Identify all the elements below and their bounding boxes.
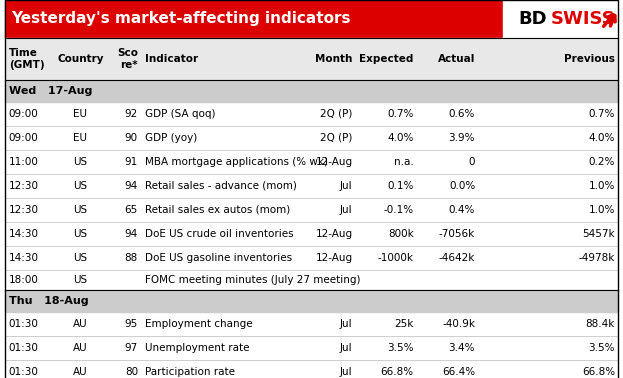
- Text: Unemployment rate: Unemployment rate: [145, 343, 249, 353]
- Text: Jul: Jul: [340, 319, 353, 329]
- Text: 0.7%: 0.7%: [388, 109, 414, 119]
- Text: 2Q (P): 2Q (P): [320, 133, 353, 143]
- Text: AU: AU: [73, 367, 88, 377]
- Text: US: US: [74, 275, 87, 285]
- Text: 2Q (P): 2Q (P): [320, 109, 353, 119]
- Text: MBA mortgage applications (% wk): MBA mortgage applications (% wk): [145, 157, 328, 167]
- Text: 09:00: 09:00: [9, 133, 39, 143]
- Text: 92: 92: [125, 109, 138, 119]
- Text: 12-Aug: 12-Aug: [315, 253, 353, 263]
- Text: 4.0%: 4.0%: [589, 133, 615, 143]
- Text: Sco
re*: Sco re*: [117, 48, 138, 70]
- Text: 66.4%: 66.4%: [442, 367, 475, 377]
- Text: FOMC meeting minutes (July 27 meeting): FOMC meeting minutes (July 27 meeting): [145, 275, 360, 285]
- Text: BD: BD: [518, 10, 547, 28]
- Text: 0.6%: 0.6%: [449, 109, 475, 119]
- Text: US: US: [74, 253, 87, 263]
- Text: 5457k: 5457k: [583, 229, 615, 239]
- Text: Expected: Expected: [359, 54, 414, 64]
- Text: 25k: 25k: [394, 319, 414, 329]
- Text: 90: 90: [125, 133, 138, 143]
- Text: 1.0%: 1.0%: [589, 181, 615, 191]
- Text: 01:30: 01:30: [9, 343, 39, 353]
- Text: 66.8%: 66.8%: [381, 367, 414, 377]
- Text: 12-Aug: 12-Aug: [315, 157, 353, 167]
- Text: Month: Month: [315, 54, 353, 64]
- Text: 01:30: 01:30: [9, 319, 39, 329]
- Text: Indicator: Indicator: [145, 54, 198, 64]
- Text: 0.0%: 0.0%: [449, 181, 475, 191]
- Text: Jul: Jul: [340, 367, 353, 377]
- Text: 0: 0: [468, 157, 475, 167]
- Bar: [5, 80, 618, 102]
- Text: 94: 94: [125, 229, 138, 239]
- Text: -7056k: -7056k: [439, 229, 475, 239]
- Text: -0.1%: -0.1%: [384, 205, 414, 215]
- Text: 12:30: 12:30: [9, 205, 39, 215]
- Text: US: US: [74, 229, 87, 239]
- Text: EU: EU: [74, 109, 87, 119]
- Text: 65: 65: [125, 205, 138, 215]
- Text: 18:00: 18:00: [9, 275, 39, 285]
- Text: Retail sales - advance (mom): Retail sales - advance (mom): [145, 181, 297, 191]
- Text: 0.2%: 0.2%: [589, 157, 615, 167]
- Text: 91: 91: [125, 157, 138, 167]
- Text: 88: 88: [125, 253, 138, 263]
- Text: -1000k: -1000k: [378, 253, 414, 263]
- Text: n.a.: n.a.: [394, 157, 414, 167]
- Text: US: US: [74, 205, 87, 215]
- Text: 12:30: 12:30: [9, 181, 39, 191]
- Text: AU: AU: [73, 319, 88, 329]
- Text: Employment change: Employment change: [145, 319, 252, 329]
- Text: 0.7%: 0.7%: [589, 109, 615, 119]
- Text: 14:30: 14:30: [9, 253, 39, 263]
- Text: GDP (yoy): GDP (yoy): [145, 133, 197, 143]
- Text: 1.0%: 1.0%: [589, 205, 615, 215]
- Text: -4642k: -4642k: [439, 253, 475, 263]
- Text: Time
(GMT): Time (GMT): [9, 48, 44, 70]
- Text: SWISS: SWISS: [551, 10, 616, 28]
- Text: Jul: Jul: [340, 205, 353, 215]
- Text: Previous: Previous: [564, 54, 615, 64]
- Text: EU: EU: [74, 133, 87, 143]
- Text: Country: Country: [57, 54, 103, 64]
- Text: 0.4%: 0.4%: [449, 205, 475, 215]
- Text: Thu   18-Aug: Thu 18-Aug: [9, 296, 88, 306]
- Text: US: US: [74, 157, 87, 167]
- Text: 97: 97: [125, 343, 138, 353]
- Text: Participation rate: Participation rate: [145, 367, 235, 377]
- Text: DoE US gasoline inventories: DoE US gasoline inventories: [145, 253, 292, 263]
- Text: DoE US crude oil inventories: DoE US crude oil inventories: [145, 229, 293, 239]
- Text: 0.1%: 0.1%: [388, 181, 414, 191]
- Text: Jul: Jul: [340, 181, 353, 191]
- Text: 3.5%: 3.5%: [388, 343, 414, 353]
- Text: 09:00: 09:00: [9, 109, 39, 119]
- Text: 95: 95: [125, 319, 138, 329]
- Text: Yesterday's market-affecting indicators: Yesterday's market-affecting indicators: [11, 11, 351, 26]
- Text: Jul: Jul: [340, 343, 353, 353]
- Text: 88.4k: 88.4k: [586, 319, 615, 329]
- Text: 3.9%: 3.9%: [449, 133, 475, 143]
- Text: 01:30: 01:30: [9, 367, 39, 377]
- Text: -4978k: -4978k: [579, 253, 615, 263]
- Text: 80: 80: [125, 367, 138, 377]
- Text: Actual: Actual: [438, 54, 475, 64]
- Text: 94: 94: [125, 181, 138, 191]
- Text: 3.4%: 3.4%: [449, 343, 475, 353]
- Text: 800k: 800k: [388, 229, 414, 239]
- Text: 66.8%: 66.8%: [582, 367, 615, 377]
- Text: Retail sales ex autos (mom): Retail sales ex autos (mom): [145, 205, 290, 215]
- Text: 11:00: 11:00: [9, 157, 39, 167]
- Text: 3.5%: 3.5%: [588, 343, 615, 353]
- Text: GDP (SA qoq): GDP (SA qoq): [145, 109, 216, 119]
- Text: US: US: [74, 181, 87, 191]
- Text: 4.0%: 4.0%: [388, 133, 414, 143]
- Bar: [5, 290, 618, 312]
- Text: Wed   17-Aug: Wed 17-Aug: [9, 86, 92, 96]
- Text: AU: AU: [73, 343, 88, 353]
- Text: 12-Aug: 12-Aug: [315, 229, 353, 239]
- Text: 14:30: 14:30: [9, 229, 39, 239]
- Text: -40.9k: -40.9k: [442, 319, 475, 329]
